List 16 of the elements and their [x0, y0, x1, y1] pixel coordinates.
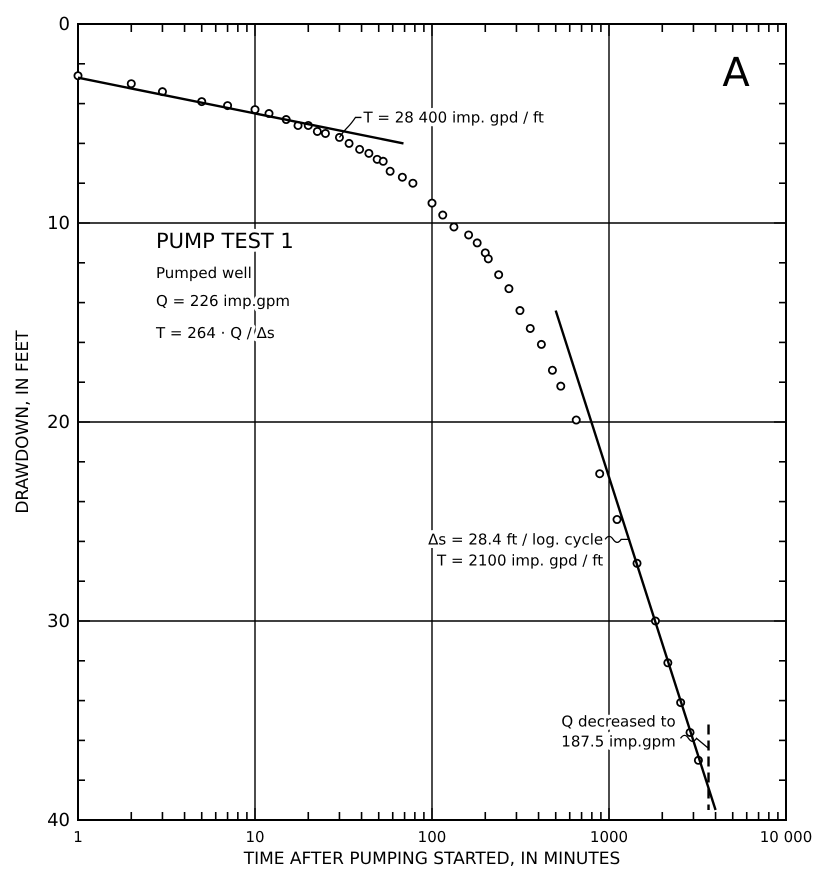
- y-tick-label: 20: [47, 412, 70, 433]
- annotation: T = 2100 imp. gpd / ft: [436, 551, 604, 570]
- annotation: A: [722, 50, 750, 96]
- annotation: T = 264 · Q / Δs: [155, 324, 275, 342]
- y-tick-label: 40: [47, 810, 70, 831]
- x-axis-title: TIME AFTER PUMPING STARTED, IN MINUTES: [242, 849, 620, 869]
- annotation: Pumped well: [156, 264, 252, 282]
- y-tick-label: 10: [47, 213, 70, 234]
- x-tick-label: 10: [245, 828, 265, 846]
- x-tick-label: 1: [73, 828, 83, 846]
- y-tick-label: 0: [58, 14, 70, 35]
- x-tick-label: 100: [418, 828, 446, 846]
- x-tick-label: 1000: [590, 828, 628, 846]
- y-axis-title: DRAWDOWN, IN FEET: [13, 330, 33, 514]
- x-tick-label: 10 000: [760, 828, 812, 846]
- y-tick-label: 30: [47, 611, 70, 632]
